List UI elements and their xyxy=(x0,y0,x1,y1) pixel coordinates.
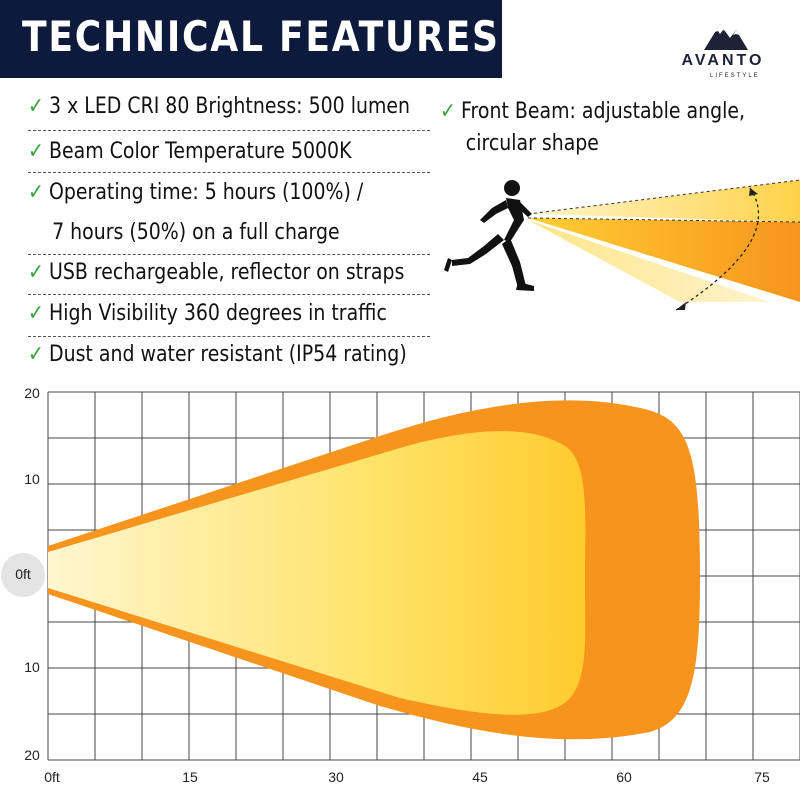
feature-item: ✓ Operating time: 5 hours (100%) / xyxy=(28,180,363,205)
check-icon: ✓ xyxy=(28,180,44,205)
x-axis-ticks: 0ft 15 30 45 60 75 xyxy=(44,769,770,785)
feature-item-continued: 7 hours (50%) on a full charge xyxy=(28,220,340,245)
y-tick-label: 20 xyxy=(24,385,40,401)
divider xyxy=(28,336,430,337)
beam-inner-area xyxy=(48,431,586,715)
front-beam-line1: Front Beam: adjustable angle, xyxy=(461,99,746,124)
y-axis-ticks: 20 10 10 20 xyxy=(24,385,40,763)
x-tick-label: 75 xyxy=(754,769,770,785)
feature-text: USB rechargeable, reflector on straps xyxy=(49,260,405,285)
beam-upper xyxy=(528,180,800,222)
beam-middle xyxy=(528,218,800,302)
brand-logo: AVANTO LIFESTYLE xyxy=(668,14,778,84)
divider xyxy=(28,254,430,255)
brand-name: AVANTO xyxy=(681,52,765,69)
check-icon: ✓ xyxy=(28,260,44,285)
page-title: TECHNICAL FEATURES xyxy=(22,12,500,61)
check-icon: ✓ xyxy=(28,342,44,367)
brand-subtitle: LIFESTYLE xyxy=(710,73,760,79)
x-tick-label: 0ft xyxy=(44,769,60,785)
check-icon: ✓ xyxy=(28,94,44,119)
front-beam-text: ✓ Front Beam: adjustable angle, circular … xyxy=(440,96,750,160)
beam-lower xyxy=(528,220,770,302)
feature-text: Beam Color Temperature 5000K xyxy=(49,139,352,164)
x-tick-label: 45 xyxy=(472,769,488,785)
divider xyxy=(28,172,430,173)
divider xyxy=(28,294,430,295)
feature-text: Operating time: 5 hours (100%) / xyxy=(49,180,364,205)
check-icon: ✓ xyxy=(440,99,456,124)
x-tick-label: 60 xyxy=(616,769,632,785)
runner-beam-illustration xyxy=(444,179,800,311)
mountain-icon xyxy=(704,24,748,50)
x-tick-label: 30 xyxy=(328,769,344,785)
header-banner: TECHNICAL FEATURES xyxy=(0,0,502,78)
y-tick-label: 10 xyxy=(24,471,40,487)
runner-icon xyxy=(444,180,534,291)
check-icon: ✓ xyxy=(28,139,44,164)
front-beam-line2: circular shape xyxy=(465,131,599,156)
feature-item: ✓ USB rechargeable, reflector on straps xyxy=(28,260,404,285)
y-tick-label: 10 xyxy=(24,659,40,675)
divider xyxy=(28,130,430,131)
feature-text: High Visibility 360 degrees in traffic xyxy=(49,301,387,326)
check-icon: ✓ xyxy=(28,301,44,326)
beam-pattern-chart: 0ft 15 30 45 60 75 20 10 10 20 xyxy=(24,385,800,785)
feature-item: ✓ High Visibility 360 degrees in traffic xyxy=(28,301,387,326)
y-tick-zero: 0ft xyxy=(15,566,31,582)
feature-text: 7 hours (50%) on a full charge xyxy=(52,220,340,245)
feature-text: Dust and water resistant (IP54 rating) xyxy=(49,342,407,367)
zero-marker xyxy=(1,553,45,597)
feature-text: 3 x LED CRI 80 Brightness: 500 lumen xyxy=(49,94,411,119)
feature-item: ✓ Beam Color Temperature 5000K xyxy=(28,139,352,164)
feature-item: ✓ 3 x LED CRI 80 Brightness: 500 lumen xyxy=(28,94,410,119)
feature-item: ✓ Dust and water resistant (IP54 rating) xyxy=(28,342,407,367)
angle-arrow xyxy=(675,187,760,311)
x-tick-label: 15 xyxy=(182,769,198,785)
y-tick-label: 20 xyxy=(24,747,40,763)
